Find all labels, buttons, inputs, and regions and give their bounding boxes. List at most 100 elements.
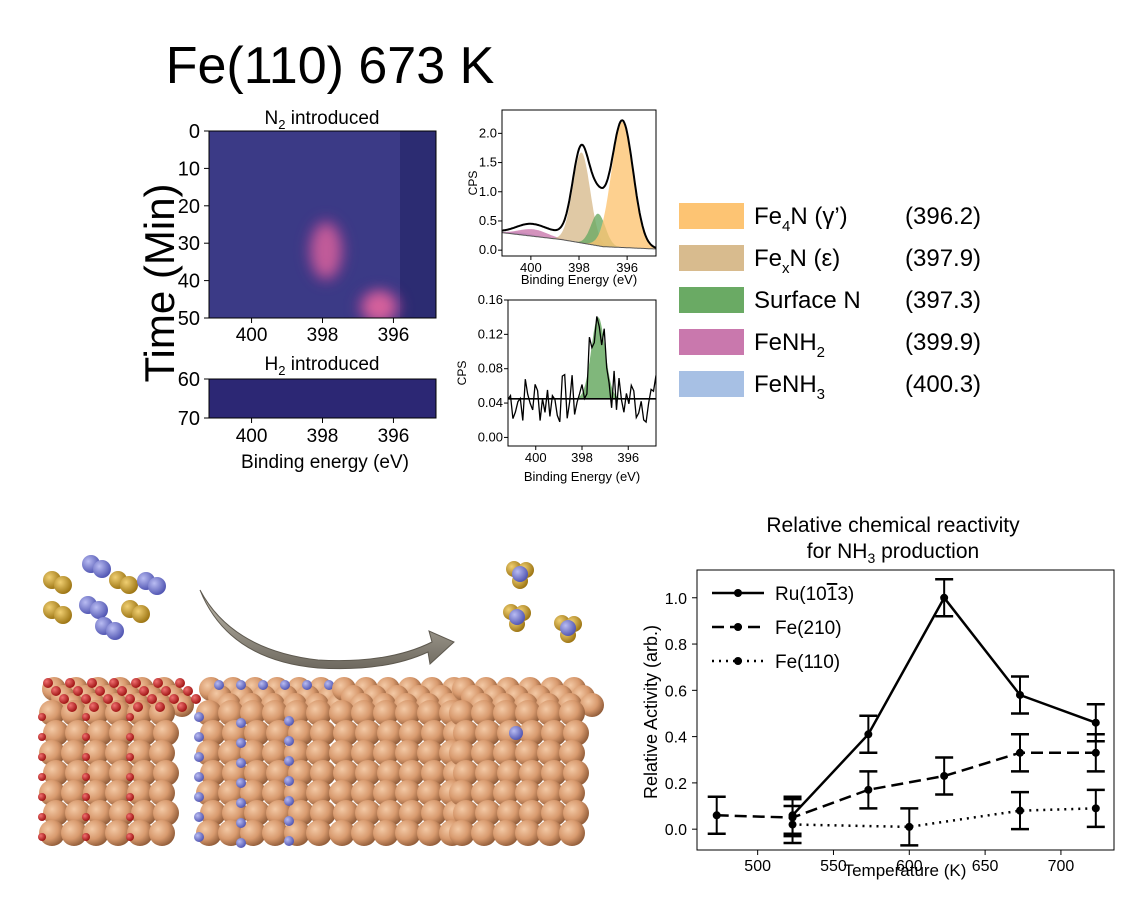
heatmap-x-tick-label: 400 (236, 325, 268, 346)
heatmap-x-tick-label: 396 (378, 426, 410, 447)
heatmap-y-tick-label: 30 (178, 233, 200, 255)
reaction-schematic (38, 555, 604, 848)
reaction-arrow (199, 589, 455, 670)
legend-value: (396.2) (905, 203, 981, 230)
reactivity-y-tick-label: 0.2 (665, 776, 687, 793)
spectrum-x-tick-label: 398 (571, 450, 593, 465)
spectrum-y-tick-label: 0.0 (479, 242, 497, 257)
n2-molecule (121, 600, 150, 623)
heatmap-hotspot (311, 224, 341, 277)
reactivity-x-tick-label: 600 (896, 858, 923, 875)
n2-molecule (109, 571, 138, 594)
heatmap-y-tick-label: 0 (189, 121, 200, 143)
data-point (940, 771, 949, 780)
spectrum-y-tick-label: 1.0 (479, 184, 497, 199)
nh3-molecule (503, 604, 531, 632)
spectrum-component-fill (502, 213, 656, 249)
component-legend: Fe4N (γ’) (396.2) FexN (ε) (397.9) Surface N… (679, 203, 981, 403)
data-point (905, 822, 914, 831)
data-point (1091, 718, 1100, 727)
n2-molecule (43, 601, 72, 624)
heatmap-x-tick-label: 398 (307, 426, 339, 447)
data-point (864, 785, 873, 794)
spectrum-raw-signal (508, 316, 656, 424)
heatmap-y-tick-label: 60 (178, 369, 200, 391)
legend-swatch (679, 203, 744, 229)
reactivity-series (783, 788, 1105, 847)
heatmap-bottom-title: H2 introduced (265, 354, 380, 378)
heatmap-hotspot (363, 291, 396, 318)
legend-value: (397.9) (905, 245, 981, 272)
legend-marker (734, 589, 742, 597)
spectrum-baseline (502, 232, 656, 250)
fe-nanocrystal (449, 677, 604, 846)
legend-label: Fe4N (γ’) (754, 203, 848, 235)
spectrum-y-tick-label: 0.12 (478, 326, 503, 341)
spectrum-x-tick-label: 396 (617, 450, 639, 465)
reactivity-y-tick-label: 0.0 (665, 822, 687, 839)
heatmap-x-tick-label: 398 (307, 325, 339, 346)
reactivity-x-tick-label: 650 (972, 858, 999, 875)
spectrum-x-tick-label: 398 (568, 260, 590, 275)
spectrum-bottom-x-label: Binding Energy (eV) (524, 469, 640, 484)
figure-title: Fe(110) 673 K (165, 37, 495, 95)
xps-spectrum-top: 0.0 0.5 1.0 1.5 2.0 400 398 396 CPS Binding Ene… (466, 109, 657, 287)
legend-value: (399.9) (905, 329, 981, 356)
nh3-molecule (506, 561, 534, 589)
spectrum-x-tick-label: 396 (616, 260, 638, 275)
spectrum-y-tick-label: 1.5 (479, 155, 497, 170)
legend-label: FeNH3 (754, 371, 825, 403)
data-point (712, 811, 721, 820)
data-point (1015, 806, 1024, 815)
fe-nanocrystal (329, 677, 484, 846)
fe-nanocrystal (194, 677, 351, 848)
spectrum-y-tick-label: 0.5 (479, 213, 497, 228)
heatmap-y-tick-label: 10 (178, 158, 200, 180)
n2-molecule (95, 617, 124, 640)
data-point (1091, 804, 1100, 813)
heatmap-chart: N2 introduced H2 introduced 0 10 20 30 40 50 6… (136, 108, 437, 473)
spectrum-y-tick-label: 0.00 (478, 429, 503, 444)
reactivity-y-tick-label: 1.0 (665, 591, 687, 608)
heatmap-y-tick-label: 40 (178, 271, 200, 293)
legend-label: FeNH2 (754, 329, 825, 361)
fe-nanocrystal (38, 677, 209, 846)
data-point (864, 730, 873, 739)
reactivity-series (707, 733, 1105, 838)
n2-molecule (79, 596, 108, 619)
reactivity-line-chart: Relative chemical reactivity for NH3 pro… (641, 514, 1115, 880)
reactivity-y-tick-label: 0.8 (665, 637, 687, 654)
legend-series-label: Fe(110) (775, 652, 840, 673)
reactivity-y-tick-label: 0.6 (665, 683, 687, 700)
spectrum-envelope (502, 119, 656, 249)
legend-value: (397.3) (905, 287, 981, 314)
reactivity-x-tick-label: 550 (820, 858, 847, 875)
heatmap-top-title: N2 introduced (265, 108, 380, 132)
reactivity-y-tick-label: 0.4 (665, 730, 687, 747)
heatmap-x-tick-label: 400 (236, 426, 268, 447)
data-point (1091, 748, 1100, 757)
heatmap-y-tick-label: 70 (178, 408, 200, 430)
heatmap-bottom-panel (208, 378, 437, 419)
xps-spectrum-bottom: 0.00 0.04 0.08 0.12 0.16 400 398 396 CPS Bindin… (455, 292, 657, 484)
legend-series-label: Fe(210) (775, 618, 842, 639)
legend-series-label: Ru(1013) (775, 584, 854, 605)
heatmap-x-tick-label: 396 (378, 325, 410, 346)
n2-molecule (43, 571, 72, 594)
spectrum-bottom-y-label: CPS (455, 361, 469, 386)
spectrum-top-x-label: Binding Energy (eV) (521, 272, 637, 287)
spectrum-y-tick-label: 0.16 (478, 292, 503, 307)
legend-marker (734, 623, 742, 631)
data-point (940, 593, 949, 602)
data-point (1015, 690, 1024, 699)
data-point (788, 820, 797, 829)
heatmap-y-label: Time (Min) (136, 183, 183, 382)
n2-molecule (137, 572, 166, 595)
spectrum-x-tick-label: 400 (525, 450, 547, 465)
series-line (792, 807, 1096, 829)
reactivity-x-tick-label: 700 (1048, 858, 1075, 875)
reactivity-x-label: Temperature (K) (844, 861, 967, 880)
legend-swatch (679, 245, 744, 271)
legend-label: Surface N (754, 287, 861, 314)
